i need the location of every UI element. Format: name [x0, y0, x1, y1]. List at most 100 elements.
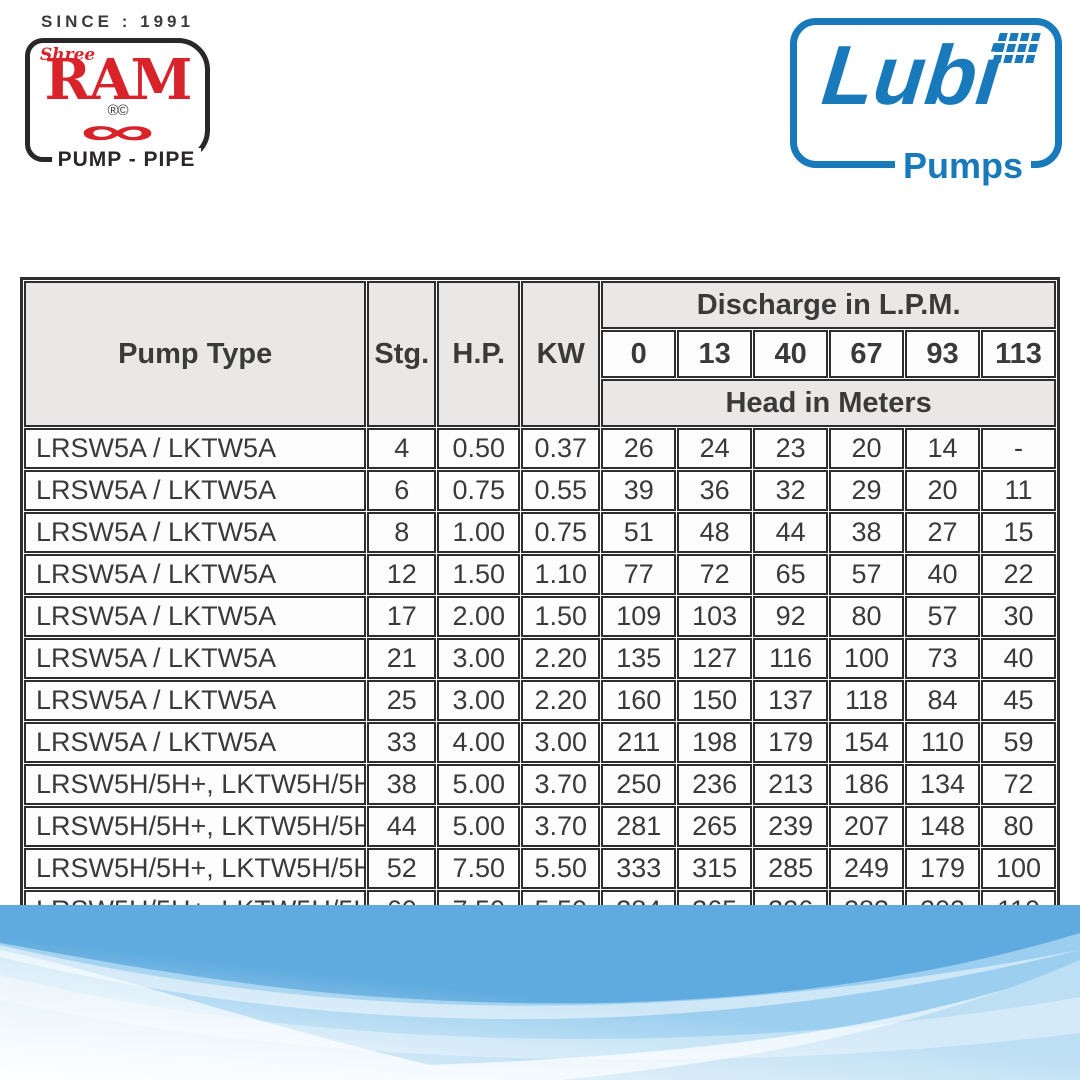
stg-cell: 25 — [367, 680, 437, 721]
head-value-cell: 154 — [829, 722, 904, 763]
head-value-cell: 20 — [829, 428, 904, 469]
pump-type-cell: LRSW5A / LKTW5A — [24, 512, 367, 553]
head-value-cell: 39 — [601, 470, 677, 511]
head-value-cell: 239 — [753, 806, 829, 847]
head-value-cell: 134 — [905, 764, 980, 805]
head-value-cell: 26 — [601, 428, 677, 469]
stg-cell: 44 — [367, 806, 437, 847]
head-value-cell: 100 — [829, 638, 904, 679]
table-row: LRSW5A / LKTW5A 6 0.75 0.55 39 36 32 29 20 11 — [24, 470, 1056, 511]
hp-cell: 3.00 — [437, 638, 521, 679]
stg-cell: 38 — [367, 764, 437, 805]
head-value-cell: 333 — [601, 848, 677, 889]
stg-cell: 21 — [367, 638, 437, 679]
col-header-stg: Stg. — [367, 281, 437, 427]
pump-type-cell: LRSW5A / LKTW5A — [24, 470, 367, 511]
col-header-hp: H.P. — [437, 281, 521, 427]
pump-type-cell: LRSW5A / LKTW5A — [24, 722, 367, 763]
pump-type-cell: LRSW5A / LKTW5A — [24, 680, 367, 721]
hp-cell: 0.50 — [437, 428, 521, 469]
kw-cell: 3.70 — [521, 806, 601, 847]
head-value-cell: 160 — [601, 680, 677, 721]
hp-cell: 7.50 — [437, 848, 521, 889]
head-value-cell: 135 — [601, 638, 677, 679]
waves-decoration — [0, 905, 1080, 1080]
head-value-cell: 213 — [753, 764, 829, 805]
kw-cell: 5.50 — [521, 848, 601, 889]
head-value-cell: 11 — [980, 470, 1056, 511]
kw-cell: 3.70 — [521, 764, 601, 805]
head-value-cell: 27 — [905, 512, 980, 553]
kw-cell: 1.50 — [521, 596, 601, 637]
head-value-cell: 72 — [980, 764, 1056, 805]
discharge-value-header: 13 — [677, 330, 753, 378]
head-value-cell: 137 — [753, 680, 829, 721]
table-row: LRSW5A / LKTW5A 25 3.00 2.20 160 150 137 118 84 4… — [24, 680, 1056, 721]
head-value-cell: 103 — [677, 596, 753, 637]
discharge-value-header: 40 — [753, 330, 829, 378]
head-value-cell: 250 — [601, 764, 677, 805]
stg-cell: 4 — [367, 428, 437, 469]
head-value-cell: 211 — [601, 722, 677, 763]
ram-logo-frame: Shree RAM®© ∞ PUMP - PIPE — [25, 38, 210, 172]
pump-type-cell: LRSW5A / LKTW5A — [24, 596, 367, 637]
head-value-cell: 118 — [829, 680, 904, 721]
kw-cell: 0.75 — [521, 512, 601, 553]
head-value-cell: 73 — [905, 638, 980, 679]
discharge-value-header: 67 — [829, 330, 904, 378]
head-value-cell: 110 — [905, 722, 980, 763]
head-value-cell: - — [980, 428, 1056, 469]
head-value-cell: 198 — [677, 722, 753, 763]
ram-logo: SINCE : 1991 Shree RAM®© ∞ PUMP - PIPE — [25, 12, 210, 172]
hp-cell: 5.00 — [437, 806, 521, 847]
col-header-discharge-lpm: Discharge in L.P.M. — [601, 281, 1056, 329]
kw-cell: 3.00 — [521, 722, 601, 763]
head-value-cell: 249 — [829, 848, 904, 889]
discharge-value-header: 93 — [905, 330, 980, 378]
head-value-cell: 116 — [753, 638, 829, 679]
kw-cell: 2.20 — [521, 638, 601, 679]
col-header-head-in-meters: Head in Meters — [601, 379, 1056, 427]
table-row: LRSW5A / LKTW5A 17 2.00 1.50 109 103 92 80 57 30 — [24, 596, 1056, 637]
head-value-cell: 38 — [829, 512, 904, 553]
hp-cell: 3.00 — [437, 680, 521, 721]
pump-spec-table: Pump Type Stg. H.P. KW Discharge in L.P.… — [20, 277, 1060, 935]
head-value-cell: 59 — [980, 722, 1056, 763]
head-value-cell: 207 — [829, 806, 904, 847]
head-value-cell: 57 — [905, 596, 980, 637]
head-value-cell: 236 — [677, 764, 753, 805]
lubi-grid-icon — [992, 33, 1041, 63]
registered-copyright-marks: ®© — [107, 102, 128, 120]
head-value-cell: 80 — [980, 806, 1056, 847]
table-row: LRSW5A / LKTW5A 12 1.50 1.10 77 72 65 57 40 22 — [24, 554, 1056, 595]
head-value-cell: 179 — [753, 722, 829, 763]
table-row: LRSW5A / LKTW5A 8 1.00 0.75 51 48 44 38 27 15 — [24, 512, 1056, 553]
lubi-wordmark: Lubi — [818, 28, 1006, 122]
pump-type-cell: LRSW5H/5H+, LKTW5H/5H+ — [24, 806, 367, 847]
pump-type-cell: LRSW5H/5H+, LKTW5H/5H+ — [24, 848, 367, 889]
col-header-pump-type: Pump Type — [24, 281, 367, 427]
stg-cell: 8 — [367, 512, 437, 553]
hp-cell: 1.00 — [437, 512, 521, 553]
pump-type-cell: LRSW5A / LKTW5A — [24, 638, 367, 679]
head-value-cell: 40 — [905, 554, 980, 595]
stg-cell: 52 — [367, 848, 437, 889]
head-value-cell: 84 — [905, 680, 980, 721]
head-value-cell: 44 — [753, 512, 829, 553]
stg-cell: 17 — [367, 596, 437, 637]
head-value-cell: 281 — [601, 806, 677, 847]
head-value-cell: 109 — [601, 596, 677, 637]
table-row: LRSW5H/5H+, LKTW5H/5H+ 38 5.00 3.70 250 236 21… — [24, 764, 1056, 805]
col-header-kw: KW — [521, 281, 601, 427]
head-value-cell: 29 — [829, 470, 904, 511]
discharge-values-row: 0 13 40 67 93 113 — [24, 330, 1056, 378]
head-value-cell: 22 — [980, 554, 1056, 595]
kw-cell: 0.55 — [521, 470, 601, 511]
kw-cell: 1.10 — [521, 554, 601, 595]
head-value-cell: 45 — [980, 680, 1056, 721]
table-row: LRSW5H/5H+, LKTW5H/5H+ 52 7.50 5.50 333 315 28… — [24, 848, 1056, 889]
pump-type-cell: LRSW5A / LKTW5A — [24, 428, 367, 469]
head-value-cell: 23 — [753, 428, 829, 469]
pump-type-cell: LRSW5H/5H+, LKTW5H/5H+ — [24, 764, 367, 805]
